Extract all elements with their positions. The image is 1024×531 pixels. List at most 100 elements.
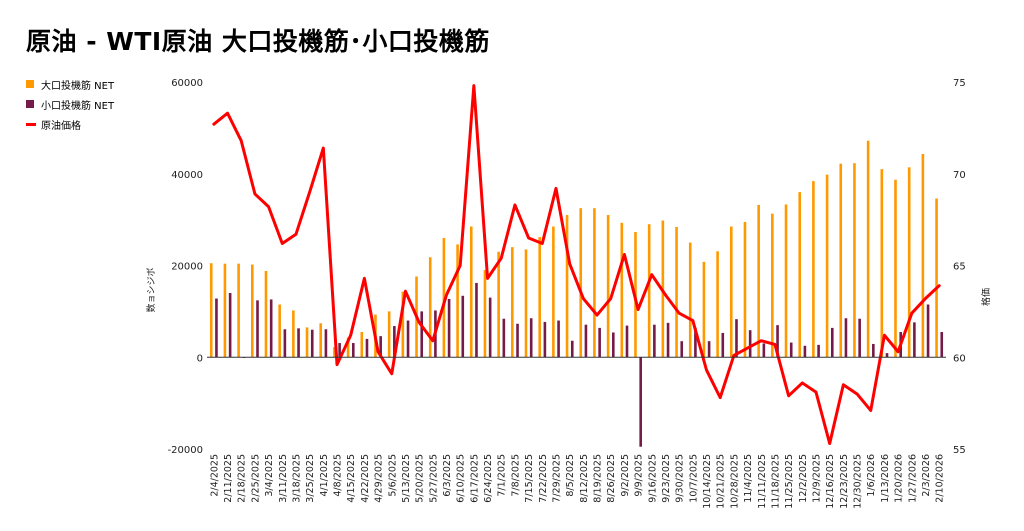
x-tick-label: 5/20/2025: [415, 454, 426, 503]
bar-large-23: [524, 249, 528, 358]
y2-tick-label: 65: [953, 262, 966, 273]
y2-tick-label: 75: [953, 78, 966, 89]
bar-small-44: [817, 344, 820, 358]
bar-small-53: [940, 332, 944, 358]
bar-large-11: [360, 332, 364, 358]
x-tick-label: 2/11/2025: [223, 454, 234, 503]
bar-large-24: [538, 237, 541, 358]
bar-large-51: [907, 167, 911, 358]
bar-large-44: [812, 181, 815, 358]
legend-item-small-speculators: 小口投機筋 NET: [26, 94, 114, 114]
x-tick-label: 2/4/2025: [209, 454, 220, 497]
bar-small-34: [680, 341, 684, 358]
bar-small-29: [612, 332, 615, 358]
bar-small-22: [516, 323, 519, 358]
x-tick-label: 5/6/2025: [387, 454, 398, 497]
x-tick-label: 5/27/2025: [428, 454, 439, 503]
x-tick-label: 11/18/2025: [770, 454, 781, 509]
x-tick-label: 3/25/2025: [305, 454, 316, 503]
bar-small-30: [625, 325, 629, 358]
y-tick-label: -20000: [168, 445, 203, 456]
x-tick-label: 11/25/2025: [784, 454, 795, 509]
bar-small-41: [776, 325, 779, 358]
bar-large-10: [346, 337, 350, 358]
x-tick-label: 7/22/2025: [538, 454, 549, 503]
bar-small-0: [215, 298, 218, 358]
x-tick-label: 2/25/2025: [250, 454, 261, 503]
x-tick-label: 7/29/2025: [551, 454, 562, 503]
bar-small-6: [297, 328, 300, 358]
x-tick-label: 8/12/2025: [579, 454, 590, 503]
x-tick-label: 7/1/2025: [497, 454, 508, 497]
price-line: [212, 84, 941, 445]
y2-tick-label: 55: [953, 445, 966, 456]
chart-title: 原油 - WTI原油 大口投機筋･小口投機筋: [26, 27, 490, 56]
y-tick-label: 60000: [171, 78, 203, 89]
x-tick-label: 8/19/2025: [593, 454, 604, 503]
bar-large-25: [552, 226, 555, 358]
x-tick-label: 9/9/2025: [634, 454, 645, 497]
legend-item-large-speculators: 大口投機筋 NET: [26, 74, 114, 94]
bar-large-1: [223, 263, 227, 358]
x-tick-label: 12/30/2025: [853, 454, 864, 509]
y-tick-label: 40000: [171, 170, 203, 181]
bar-small-42: [789, 342, 793, 358]
bar-small-21: [502, 318, 506, 358]
bar-large-19: [469, 226, 473, 358]
bar-large-53: [935, 198, 938, 358]
bar-small-49: [885, 353, 889, 358]
axes-group: 60000 40000 20000 0 -20000 75 70 65 60 55 数ョシジボ 格価 2…: [145, 78, 992, 509]
bar-large-40: [757, 204, 760, 358]
bar-small-31: [639, 357, 642, 447]
x-tick-label: 6/17/2025: [469, 454, 480, 503]
bar-large-2: [237, 263, 240, 358]
bar-large-39: [743, 221, 747, 358]
bar-large-17: [442, 237, 446, 358]
bar-large-48: [866, 140, 870, 358]
bar-large-37: [716, 251, 719, 358]
bar-small-28: [598, 327, 601, 358]
bar-small-8: [324, 329, 328, 358]
bar-large-49: [880, 169, 884, 358]
x-tick-label: 4/22/2025: [360, 454, 371, 503]
x-tick-label: 5/13/2025: [401, 454, 412, 503]
bar-large-36: [702, 261, 706, 358]
x-tick-label: 1/20/2026: [894, 454, 905, 503]
bars-group: [209, 140, 944, 447]
x-tick-label: 12/2/2025: [798, 454, 809, 503]
y-tick-label: 0: [197, 353, 203, 364]
bar-large-28: [593, 208, 596, 358]
bar-large-27: [579, 208, 583, 358]
bar-small-39: [748, 330, 752, 358]
bar-large-45: [825, 174, 829, 358]
bar-small-33: [666, 322, 670, 358]
x-tick-label: 12/16/2025: [825, 454, 836, 509]
bar-small-32: [653, 324, 656, 358]
x-tick-label: 12/23/2025: [839, 454, 850, 509]
bar-small-12: [379, 336, 382, 358]
bar-small-24: [543, 321, 547, 358]
bar-large-29: [606, 215, 610, 358]
bar-small-3: [256, 300, 259, 358]
bar-small-47: [858, 318, 861, 358]
bar-small-17: [447, 298, 451, 358]
x-tick-label: 2/10/2026: [935, 454, 946, 503]
legend-label-small-speculators: 小口投機筋 NET: [41, 100, 115, 112]
bar-large-7: [305, 327, 309, 358]
bar-large-22: [511, 247, 514, 358]
bar-large-0: [209, 263, 213, 358]
bar-small-18: [461, 295, 465, 358]
bar-small-19: [475, 282, 478, 358]
x-tick-label: 3/11/2025: [278, 454, 289, 503]
bar-large-30: [620, 222, 624, 358]
y-tick-label: 20000: [171, 262, 203, 273]
x-tick-label: 1/6/2026: [866, 454, 877, 497]
x-tick-label: 11/4/2025: [743, 454, 754, 503]
bar-small-15: [420, 311, 424, 358]
bar-large-41: [771, 213, 774, 358]
x-tick-label: 1/27/2026: [907, 454, 918, 503]
bar-large-52: [921, 154, 925, 358]
bar-large-16: [428, 257, 432, 358]
legend-label-crude-price: 原油価格: [41, 120, 81, 132]
bar-small-10: [351, 343, 355, 358]
